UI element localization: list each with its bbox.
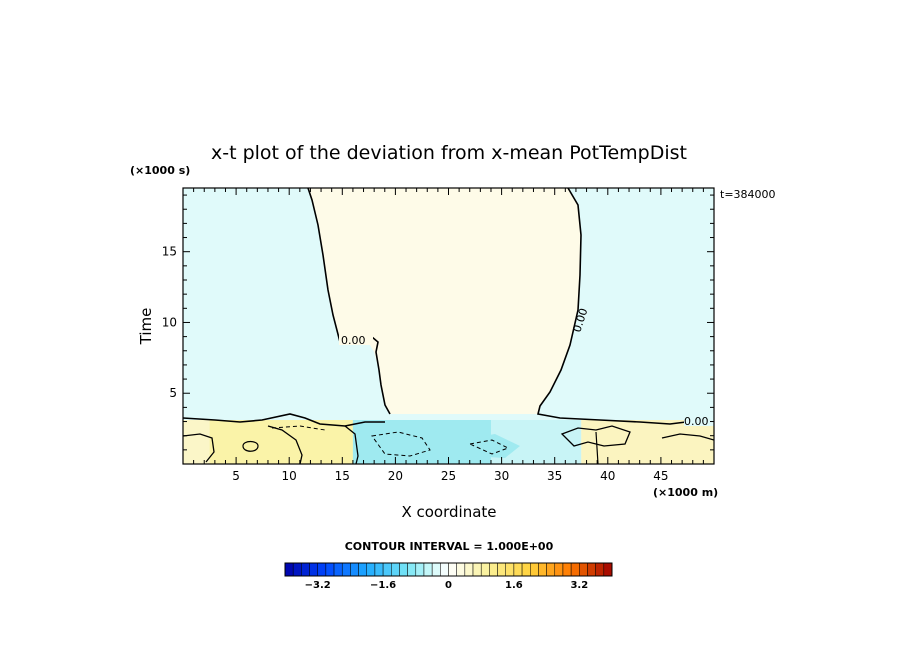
zero-contour-line: [183, 413, 385, 427]
zero-contour-line: [344, 425, 359, 464]
y-tick-label: 5: [169, 386, 177, 400]
colorbar-tick-label: 0: [445, 580, 452, 591]
x-tick-label: 10: [282, 469, 297, 483]
zero-contour-line: [183, 433, 215, 463]
colorbar-cell: [570, 562, 580, 577]
x-tick-label: 30: [494, 469, 509, 483]
colorbar-cell: [472, 562, 482, 577]
colorbar-cell: [464, 562, 474, 577]
x-tick-label: 45: [653, 469, 668, 483]
x-tick-label: 15: [335, 469, 350, 483]
colorbar-cell: [423, 562, 433, 577]
colorbar: −3.2 −1.6 0 1.6 3.2: [284, 562, 613, 591]
contour-label: 0.00: [341, 334, 366, 347]
x-unit-label: (×1000 m): [653, 486, 718, 499]
colorbar-tick-label: −3.2: [305, 580, 331, 591]
colorbar-cell: [579, 562, 588, 577]
colorbar-cell: [521, 562, 531, 577]
colorbar-cell: [399, 562, 408, 577]
contour-label: 0.00: [684, 415, 709, 428]
x-tick-label: 40: [600, 469, 615, 483]
colorbar-cell: [538, 562, 547, 577]
time-stamp: t=384000: [720, 188, 776, 201]
colorbar-cell: [513, 562, 523, 577]
zero-contour-line: [595, 431, 599, 464]
colorbar-cell: [546, 562, 556, 577]
zero-contour-line: [661, 433, 714, 441]
x-tick-label: 35: [547, 469, 562, 483]
colorbar-cell: [407, 562, 417, 577]
y-axis-label: Time: [137, 308, 155, 346]
cold-patch: [460, 434, 520, 458]
chart-title: x-t plot of the deviation from x-mean Po…: [211, 142, 687, 164]
colorbar-tick-label: −1.6: [370, 580, 396, 591]
colorbar-cell: [448, 562, 457, 577]
colorbar-cell: [587, 562, 596, 577]
colorbar-cell: [603, 562, 613, 577]
colorbar-cell: [366, 562, 376, 577]
colorbar-cell: [382, 562, 392, 577]
zero-contour-line: [242, 440, 259, 452]
colorbar-cell: [480, 562, 490, 577]
colorbar-cell: [317, 562, 327, 577]
zero-contour-line: [267, 425, 303, 464]
x-ticks: 5 10 15 20 25 30 35 40 45: [193, 188, 704, 483]
colorbar-cell: [301, 562, 310, 577]
colorbar-tick-label: 3.2: [570, 580, 588, 591]
colorbar-cell: [440, 562, 449, 577]
y-tick-label: 10: [162, 315, 177, 329]
x-tick-label: 20: [388, 469, 403, 483]
colorbar-cell: [309, 562, 318, 577]
colorbar-cell: [415, 562, 425, 577]
contour-label-bg: [339, 333, 373, 345]
band-segment: [209, 420, 353, 464]
contour-label-bg: [684, 414, 714, 426]
x-tick-label: 5: [232, 469, 240, 483]
zero-contour-line: [560, 425, 631, 447]
contour-interval: CONTOUR INTERVAL = 1.000E+00: [345, 540, 554, 553]
colorbar-cell: [497, 562, 506, 577]
y-unit-label: (×1000 s): [130, 164, 190, 177]
x-axis-label: X coordinate: [401, 503, 496, 521]
y-tick-label: 15: [162, 245, 177, 259]
zero-contour-line: [537, 188, 687, 425]
negative-contour-line: [271, 425, 326, 431]
colorbar-cell: [489, 562, 498, 577]
colorbar-cell: [333, 562, 343, 577]
y-ticks: 5 10 15: [162, 194, 714, 451]
x-tick-label: 25: [441, 469, 456, 483]
colorbar-frame: [284, 562, 613, 577]
band-segment: [183, 420, 210, 464]
colorbar-cell: [431, 562, 441, 577]
negative-contour-line: [468, 439, 510, 455]
band-segment: [581, 420, 714, 464]
colorbar-cell: [456, 562, 466, 577]
colorbar-cell: [350, 562, 359, 577]
colorbar-cell: [554, 562, 564, 577]
colorbar-tick-label: 1.6: [505, 580, 523, 591]
colorbar-cell: [284, 562, 294, 577]
colorbar-cell: [562, 562, 572, 577]
colorbar-cell: [341, 562, 351, 577]
colorbar-cell: [530, 562, 539, 577]
plot-area: 0.00 0.00 0.00: [183, 188, 714, 464]
colorbar-cell: [358, 562, 368, 577]
colorbar-cell: [374, 562, 384, 577]
colorbar-cell: [505, 562, 515, 577]
colorbar-cell: [595, 562, 605, 577]
colorbar-cell: [325, 562, 335, 577]
colorbar-cell: [391, 562, 400, 577]
colorbar-cell: [292, 562, 302, 577]
negative-contour-line: [371, 431, 431, 457]
